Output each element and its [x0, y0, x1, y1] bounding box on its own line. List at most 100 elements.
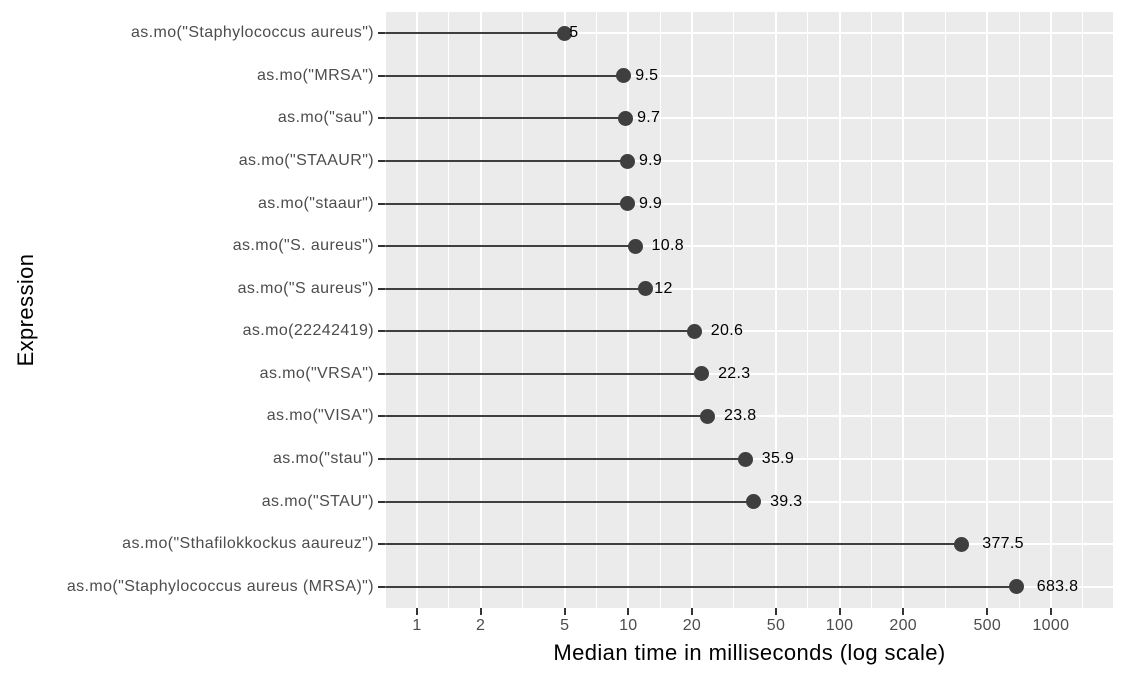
- x-axis-title: Median time in milliseconds (log scale): [553, 640, 946, 665]
- value-label: 10.8: [651, 237, 684, 255]
- lollipop-stem: [385, 585, 1016, 588]
- x-axis-tick-label: 50: [766, 617, 786, 634]
- y-axis-category-label: as.mo("STAU"): [261, 492, 374, 510]
- gridline-major-vertical: [627, 12, 630, 608]
- gridline-major-horizontal: [386, 32, 1113, 35]
- gridline-major-horizontal: [386, 202, 1113, 205]
- value-label: 9.9: [638, 152, 663, 169]
- value-label: 5: [569, 24, 579, 42]
- y-axis-category-label: as.mo("staaur"): [257, 194, 374, 212]
- y-axis-category-label: as.mo("Staphylococcus aureus"): [130, 24, 374, 42]
- lollipop-dot: [687, 323, 703, 339]
- y-tick-mark: [378, 543, 385, 546]
- gridline-minor-vertical: [522, 12, 524, 608]
- value-label: 23.8: [724, 407, 757, 425]
- gridline-minor-vertical: [944, 12, 946, 608]
- gridline-major-vertical: [838, 12, 841, 608]
- x-tick-mark: [563, 608, 566, 615]
- value-label: 12: [654, 279, 673, 297]
- y-tick-mark: [378, 458, 385, 460]
- y-tick-mark: [378, 330, 385, 333]
- gridline-minor-vertical: [448, 12, 450, 608]
- y-tick-mark: [378, 500, 385, 503]
- gridline-major-vertical: [986, 12, 989, 608]
- x-axis-tick-label: 5: [560, 617, 570, 634]
- lollipop-dot: [616, 68, 632, 84]
- y-tick-mark: [378, 32, 385, 35]
- x-tick-mark: [774, 608, 777, 615]
- gridline-major-vertical: [690, 12, 693, 608]
- lollipop-dot: [627, 238, 643, 254]
- gridline-minor-vertical: [733, 12, 735, 608]
- x-axis-tick-label: 2: [476, 617, 486, 634]
- x-tick-mark: [479, 608, 482, 615]
- gridline-minor-vertical: [596, 12, 598, 608]
- gridline-minor-vertical: [659, 12, 661, 608]
- x-axis-tick-label: 1: [412, 617, 422, 634]
- gridline-minor-vertical: [1082, 12, 1084, 608]
- y-axis-category-label: as.mo("S. aureus"): [232, 237, 374, 255]
- lollipop-stem: [385, 330, 695, 333]
- lollipop-stem: [385, 415, 708, 418]
- gridline-major-vertical: [479, 12, 482, 608]
- x-axis-tick-label: 20: [682, 617, 702, 634]
- y-axis-category-label: as.mo("stau"): [272, 450, 374, 467]
- y-tick-mark: [378, 202, 385, 205]
- value-label: 9.7: [637, 109, 661, 127]
- gridline-major-horizontal: [386, 372, 1113, 375]
- lollipop-stem: [385, 202, 628, 205]
- value-label: 683.8: [1036, 577, 1079, 595]
- lollipop-dot: [619, 153, 635, 169]
- lollipop-stem: [385, 372, 702, 375]
- value-label: 35.9: [761, 450, 795, 467]
- lollipop-dot: [619, 196, 635, 212]
- y-tick-mark: [378, 372, 385, 375]
- x-tick-mark: [838, 608, 841, 615]
- lollipop-stem: [385, 117, 626, 120]
- gridline-major-vertical: [1049, 12, 1052, 608]
- y-tick-mark: [378, 74, 385, 77]
- gridline-major-vertical: [902, 12, 905, 608]
- value-label: 9.5: [635, 66, 659, 84]
- lollipop-dot: [953, 536, 969, 552]
- y-axis-category-label: as.mo("Staphylococcus aureus (MRSA)"): [66, 577, 374, 595]
- y-tick-mark: [378, 585, 385, 588]
- x-tick-mark: [416, 608, 419, 615]
- x-axis-tick-label: 200: [889, 617, 917, 634]
- value-label: 377.5: [982, 535, 1024, 553]
- gridline-major-horizontal: [386, 117, 1113, 120]
- y-tick-mark: [378, 245, 385, 248]
- lollipop-stem: [385, 74, 624, 77]
- gridline-major-vertical: [774, 12, 777, 608]
- y-axis-category-label: as.mo("S aureus"): [237, 279, 374, 297]
- y-tick-mark: [378, 415, 385, 418]
- x-tick-mark: [690, 608, 693, 615]
- lollipop-dot: [694, 366, 710, 382]
- lollipop-stem: [385, 287, 646, 290]
- lollipop-dot: [1008, 579, 1024, 595]
- x-tick-mark: [902, 608, 905, 615]
- gridline-minor-vertical: [870, 12, 872, 608]
- value-label: 9.9: [638, 194, 663, 212]
- gridline-major-horizontal: [386, 330, 1113, 333]
- lollipop-dot: [557, 25, 573, 41]
- y-axis-category-label: as.mo("VISA"): [266, 407, 374, 425]
- x-axis-tick-label: 100: [825, 617, 854, 634]
- x-axis-tick-label: 10: [619, 617, 638, 634]
- lollipop-dot: [637, 281, 653, 297]
- gridline-major-horizontal: [386, 74, 1113, 77]
- y-axis-category-label: as.mo("STAAUR"): [238, 152, 374, 169]
- gridline-minor-vertical: [807, 12, 809, 608]
- lollipop-dot: [738, 451, 754, 467]
- y-tick-mark: [378, 287, 385, 290]
- lollipop-stem: [385, 160, 628, 162]
- gridline-major-vertical: [416, 12, 419, 608]
- y-axis-category-label: as.mo(22242419): [242, 322, 374, 340]
- lollipop-dot: [700, 408, 716, 424]
- lollipop-stem: [385, 543, 962, 546]
- value-label: 39.3: [770, 492, 803, 510]
- x-tick-mark: [986, 608, 989, 615]
- value-label: 20.6: [710, 322, 744, 340]
- gridline-major-horizontal: [386, 245, 1113, 248]
